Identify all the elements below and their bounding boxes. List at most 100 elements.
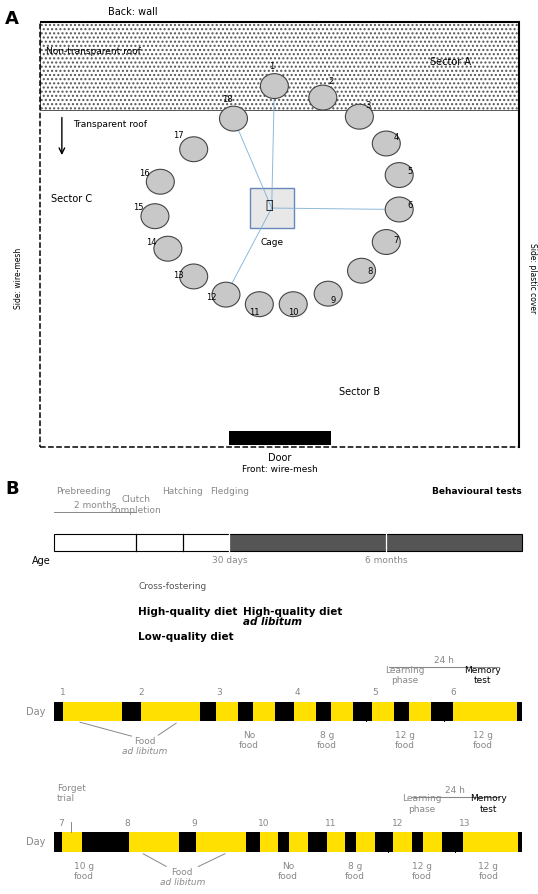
Circle shape — [314, 282, 342, 306]
Bar — [372, 702, 394, 721]
Text: 10: 10 — [288, 308, 299, 316]
Text: 6 months: 6 months — [365, 556, 407, 565]
Text: Food: Food — [172, 868, 193, 877]
Text: 3: 3 — [365, 101, 371, 110]
Text: 1: 1 — [60, 688, 66, 697]
Text: Fledging: Fledging — [210, 487, 249, 496]
Text: 6: 6 — [450, 688, 456, 697]
Text: Back: wall: Back: wall — [108, 7, 157, 17]
Bar — [289, 832, 308, 853]
Text: phase: phase — [408, 805, 435, 814]
Text: 3: 3 — [216, 688, 222, 697]
Text: Food: Food — [134, 737, 155, 746]
Bar — [129, 832, 179, 853]
Text: ad libitum: ad libitum — [243, 617, 302, 627]
Bar — [327, 832, 345, 853]
Bar — [54, 832, 522, 853]
Text: Day: Day — [26, 706, 46, 716]
Bar — [54, 534, 229, 551]
Text: Low-quality diet: Low-quality diet — [138, 632, 234, 642]
Text: 12 g
food: 12 g food — [395, 730, 415, 750]
Text: test: test — [474, 676, 492, 685]
Bar — [393, 832, 412, 853]
Text: 30 days: 30 days — [211, 556, 247, 565]
Text: 13: 13 — [173, 271, 184, 280]
Text: 1: 1 — [269, 62, 274, 71]
Text: 8: 8 — [367, 267, 373, 276]
Text: Day: Day — [26, 838, 46, 848]
Text: High-quality diet: High-quality diet — [138, 607, 238, 617]
Circle shape — [309, 85, 337, 110]
Bar — [294, 702, 316, 721]
Text: Side: plastic cover: Side: plastic cover — [528, 243, 537, 314]
Text: 15: 15 — [133, 203, 144, 212]
Circle shape — [180, 137, 208, 162]
Text: Memory: Memory — [464, 665, 501, 674]
Bar — [331, 702, 352, 721]
Circle shape — [154, 236, 182, 261]
Text: 12: 12 — [206, 292, 216, 301]
Text: 12 g
food: 12 g food — [478, 862, 498, 881]
Text: 24 h: 24 h — [434, 656, 454, 665]
Text: Clutch
completion: Clutch completion — [110, 495, 161, 515]
Text: Forget
trial: Forget trial — [57, 784, 86, 804]
Text: 16: 16 — [139, 169, 150, 178]
Text: 11: 11 — [325, 819, 337, 829]
Text: test: test — [480, 805, 497, 814]
Text: 9: 9 — [192, 819, 197, 829]
Text: Memory: Memory — [470, 795, 507, 804]
Text: Door: Door — [268, 453, 292, 463]
Circle shape — [385, 163, 413, 188]
Circle shape — [245, 291, 273, 316]
Text: 9: 9 — [331, 296, 336, 306]
Text: B: B — [5, 480, 19, 498]
Text: 4: 4 — [294, 688, 300, 697]
Text: 7: 7 — [58, 819, 63, 829]
Text: 4: 4 — [393, 133, 399, 142]
Text: 🐦: 🐦 — [265, 199, 273, 212]
Circle shape — [146, 169, 174, 194]
Text: Age: Age — [32, 556, 51, 566]
Text: 10: 10 — [258, 819, 270, 829]
Bar — [54, 702, 522, 721]
Text: ad libitum: ad libitum — [160, 867, 205, 887]
Bar — [229, 432, 331, 445]
Text: 13: 13 — [459, 819, 471, 829]
Text: 24 h: 24 h — [445, 786, 465, 795]
Text: Sector B: Sector B — [339, 387, 380, 398]
Text: 8 g
food: 8 g food — [345, 862, 365, 881]
Circle shape — [279, 291, 307, 316]
Bar — [54, 534, 522, 551]
Text: No
food: No food — [278, 862, 298, 881]
Circle shape — [345, 105, 373, 129]
Text: 14: 14 — [146, 238, 157, 247]
Bar — [229, 534, 522, 551]
Text: 12 g
food: 12 g food — [412, 862, 431, 881]
Bar — [141, 702, 200, 721]
Bar — [216, 702, 238, 721]
Circle shape — [372, 131, 400, 156]
Text: Front: wire-mesh: Front: wire-mesh — [242, 465, 317, 474]
Text: 2: 2 — [138, 688, 144, 697]
Text: 11: 11 — [249, 308, 259, 316]
Text: Sector A: Sector A — [430, 57, 471, 67]
Bar — [250, 189, 294, 228]
Bar — [423, 832, 442, 853]
Polygon shape — [40, 21, 519, 110]
Bar — [453, 702, 517, 721]
Bar — [356, 832, 375, 853]
Text: Side: wire-mesh: Side: wire-mesh — [15, 248, 23, 309]
Text: Transparent roof: Transparent roof — [73, 120, 147, 129]
Circle shape — [180, 264, 208, 289]
Text: Cross-fostering: Cross-fostering — [138, 582, 207, 591]
Circle shape — [260, 73, 288, 98]
Text: Prebreeding: Prebreeding — [56, 487, 111, 496]
Text: Learning: Learning — [385, 665, 424, 674]
Circle shape — [372, 230, 400, 255]
Text: 2 months: 2 months — [74, 501, 116, 510]
Text: 6: 6 — [407, 201, 413, 210]
Text: Hatching: Hatching — [162, 487, 203, 496]
Text: 2: 2 — [329, 77, 334, 87]
Text: 8 g
food: 8 g food — [317, 730, 337, 750]
Text: Learning: Learning — [402, 795, 441, 804]
